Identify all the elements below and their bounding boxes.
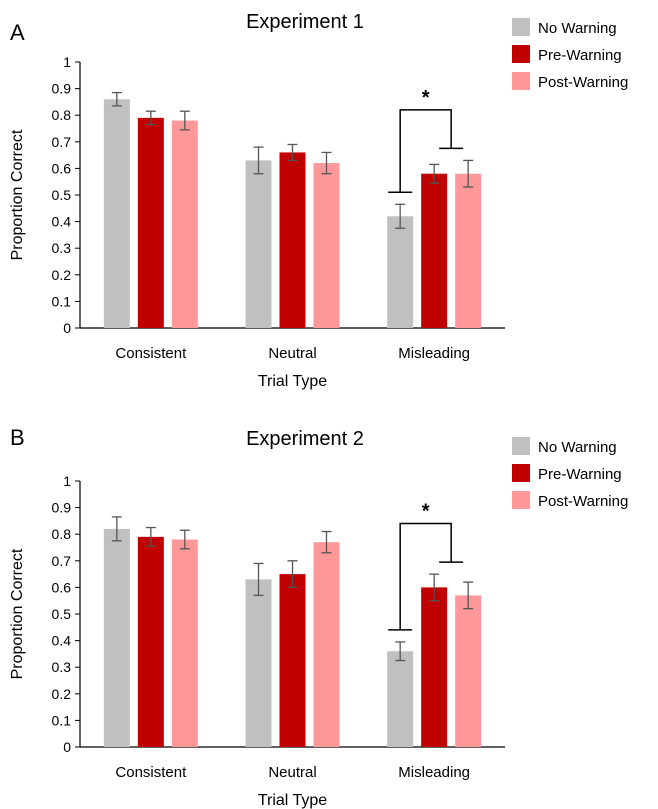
y-axis-label: Proportion Correct [9, 129, 26, 260]
significance-marker: * [422, 501, 430, 523]
bar-misleading-no-warning [387, 216, 414, 328]
significance-bracket [399, 109, 452, 193]
bar-consistent-no-warning [103, 99, 130, 329]
bar-consistent-no-warning [103, 528, 130, 747]
category-label: Consistent [115, 764, 187, 781]
y-tick-label: 0.9 [52, 81, 72, 97]
y-tick-label: 0.6 [52, 579, 72, 595]
category-label: Misleading [398, 345, 470, 362]
panel-label: A [10, 20, 25, 45]
y-tick-label: 0.5 [52, 606, 72, 622]
y-tick-label: 0.3 [52, 240, 72, 256]
y-tick-label: 0 [63, 320, 71, 336]
bar-neutral-post-warning [313, 542, 340, 747]
category-label: Consistent [115, 345, 187, 362]
y-tick-label: 0.5 [52, 187, 72, 203]
y-tick-label: 0.7 [52, 553, 72, 569]
bar-consistent-post-warning [171, 120, 198, 329]
bar-consistent-pre-warning [137, 536, 164, 747]
y-axis-label: Proportion Correct [9, 548, 26, 679]
legend-swatch [512, 491, 530, 509]
y-tick-label: 0.2 [52, 686, 72, 702]
significance-bracket [399, 522, 452, 630]
legend-label: Post-Warning [538, 493, 628, 510]
legend-swatch [512, 72, 530, 90]
chart-title: Experiment 2 [246, 428, 364, 450]
x-axis-label: Trial Type [258, 373, 327, 390]
y-tick-label: 0 [63, 739, 71, 755]
y-tick-label: 0.7 [52, 134, 72, 150]
category-label: Neutral [268, 345, 316, 362]
panel-label: B [10, 425, 25, 450]
y-tick-label: 0.4 [52, 633, 72, 649]
category-label: Misleading [398, 764, 470, 781]
y-tick-label: 0.6 [52, 160, 72, 176]
bar-neutral-pre-warning [279, 574, 306, 747]
legend-label: Pre-Warning [538, 466, 622, 483]
bar-neutral-pre-warning [279, 152, 306, 328]
bar-misleading-post-warning [455, 595, 482, 747]
bar-consistent-pre-warning [137, 117, 164, 328]
bar-misleading-post-warning [455, 173, 482, 328]
legend-swatch [512, 18, 530, 36]
y-tick-label: 0.8 [52, 107, 72, 123]
legend-swatch [512, 45, 530, 63]
legend-swatch [512, 464, 530, 482]
legend-label: Post-Warning [538, 74, 628, 91]
chart-panel-a: A Experiment 1 0 0.1 0.2 0.3 0.4 0.5 0.6 0.7 0.8 0.… [9, 11, 628, 390]
bar-misleading-pre-warning [421, 587, 448, 747]
legend-swatch [512, 437, 530, 455]
chart-panel-b: B Experiment 2 0 0.1 0.2 0.3 0.4 0.5 0.6 0.7 0.8 0.… [9, 425, 628, 809]
chart-title: Experiment 1 [246, 11, 364, 33]
bar-neutral-post-warning [313, 163, 340, 328]
bar-misleading-no-warning [387, 651, 414, 747]
y-tick-label: 0.4 [52, 214, 72, 230]
bar-misleading-pre-warning [421, 173, 448, 328]
legend-label: No Warning [538, 439, 617, 456]
y-tick-label: 0.8 [52, 526, 72, 542]
significance-marker: * [422, 87, 430, 109]
y-tick-label: 0.1 [52, 712, 72, 728]
y-tick-label: 0.9 [52, 500, 72, 516]
bar-neutral-no-warning [245, 579, 272, 747]
legend-label: No Warning [538, 20, 617, 37]
bar-neutral-no-warning [245, 160, 272, 328]
x-axis-label: Trial Type [258, 792, 327, 809]
y-tick-label: 0.2 [52, 267, 72, 283]
y-tick-label: 0.1 [52, 293, 72, 309]
y-tick-label: 1 [63, 473, 71, 489]
category-label: Neutral [268, 764, 316, 781]
y-tick-label: 1 [63, 54, 71, 70]
bar-consistent-post-warning [171, 539, 198, 747]
y-tick-label: 0.3 [52, 659, 72, 675]
legend-label: Pre-Warning [538, 47, 622, 64]
